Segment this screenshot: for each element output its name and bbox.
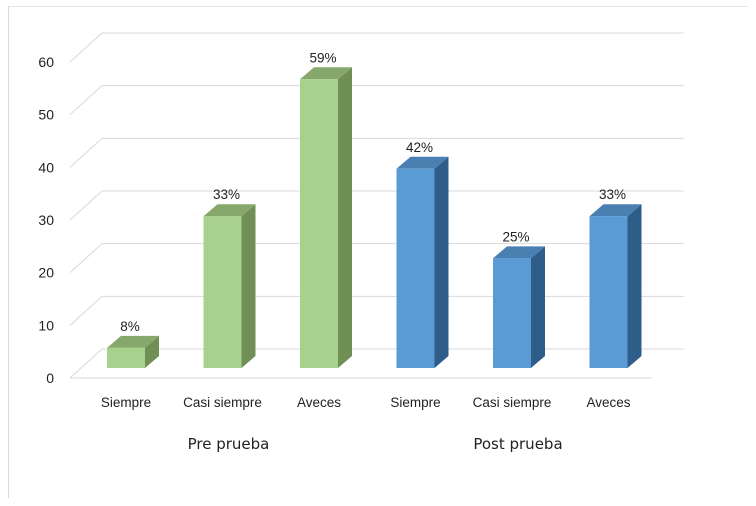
bar bbox=[107, 347, 145, 368]
x-tick-label: Siempre bbox=[390, 395, 440, 410]
bar-top bbox=[589, 204, 642, 217]
data-label: 33% bbox=[213, 187, 240, 202]
y-tick-label: 60 bbox=[38, 54, 54, 70]
y-tick-label: 20 bbox=[38, 265, 54, 281]
bar-side bbox=[145, 335, 159, 368]
y-tick-label: 0 bbox=[46, 370, 54, 386]
bar-side bbox=[338, 67, 352, 369]
bar bbox=[589, 216, 628, 368]
bar bbox=[396, 168, 435, 368]
bar-top bbox=[493, 246, 545, 259]
chart-frame bbox=[8, 6, 748, 498]
data-label: 42% bbox=[406, 140, 433, 155]
gridline-depth bbox=[69, 190, 103, 221]
group-label: Post prueba bbox=[473, 435, 562, 453]
gridline-depth bbox=[69, 85, 103, 116]
gridline-depth bbox=[69, 32, 103, 63]
gridline-depth bbox=[69, 295, 103, 326]
x-tick-label: Casi siempre bbox=[183, 395, 262, 410]
group-label: Pre prueba bbox=[188, 435, 270, 453]
gridline-depth bbox=[69, 348, 103, 379]
gridline-depth bbox=[69, 137, 103, 168]
bar-side bbox=[627, 204, 642, 368]
data-label: 25% bbox=[502, 229, 529, 244]
gridline-depth bbox=[69, 243, 103, 274]
data-label: 33% bbox=[599, 187, 626, 202]
bar-side bbox=[434, 156, 449, 368]
y-tick-label: 50 bbox=[38, 107, 54, 123]
bar-top bbox=[203, 204, 256, 217]
x-tick-label: Casi siempre bbox=[473, 395, 552, 410]
data-label: 8% bbox=[120, 319, 140, 334]
bar-top bbox=[107, 335, 159, 348]
x-tick-label: Aveces bbox=[586, 395, 630, 410]
data-label: 59% bbox=[309, 50, 336, 65]
x-tick-label: Aveces bbox=[297, 395, 341, 410]
y-tick-label: 30 bbox=[38, 212, 54, 228]
bar-top bbox=[396, 156, 449, 169]
y-tick-label: 40 bbox=[38, 159, 54, 175]
bar-side bbox=[531, 246, 545, 368]
bar bbox=[300, 79, 338, 369]
bar bbox=[203, 216, 242, 368]
y-tick-label: 10 bbox=[38, 317, 54, 333]
x-tick-label: Siempre bbox=[101, 395, 151, 410]
bar-top bbox=[300, 67, 352, 80]
bar bbox=[493, 258, 531, 368]
bar-side bbox=[241, 204, 256, 368]
